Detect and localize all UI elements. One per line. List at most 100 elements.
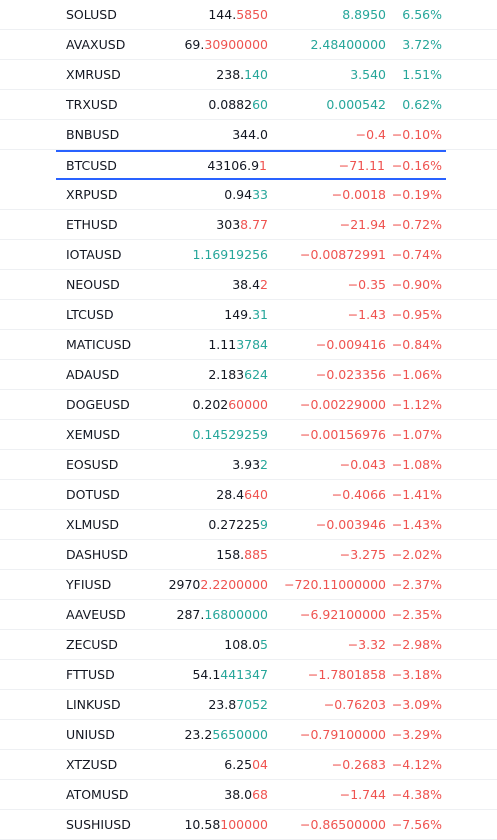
watchlist-row[interactable]: BNBUSD 344.0 −0.4 −0.10% (0, 120, 497, 150)
last-price: 10.58 100000 (184, 810, 268, 839)
watchlist-row[interactable]: UNIUSD 23.2 5650000 −0.79100000 −3.29% (0, 720, 497, 750)
watchlist-row[interactable]: FTTUSD 54.1 441347 −1.7801858 −3.18% (0, 660, 497, 690)
symbol-label: AAVEUSD (66, 607, 126, 622)
watchlist-row[interactable]: SOLUSD 144. 5850 8.8950 6.56% (0, 0, 497, 30)
change-percent: −0.84% (391, 337, 442, 352)
last-price-changed-digits: 2.2200000 (200, 577, 268, 592)
watchlist-row[interactable]: DASHUSD 158. 885 −3.275 −2.02% (0, 540, 497, 570)
change-value: −0.86500000 (299, 817, 386, 832)
last-price: 0.202 60000 (192, 390, 268, 419)
watchlist-row[interactable]: AVAXUSD 69. 30900000 2.48400000 3.72% (0, 30, 497, 60)
last-price-stable-digits: 54.1 (192, 667, 221, 682)
last-price-stable-digits: 2970 (168, 577, 201, 592)
watchlist-row[interactable]: TRXUSD 0.0882 60 0.000542 0.62% (0, 90, 497, 120)
last-price-changed-digits: 140 (244, 67, 268, 82)
change-percent: −0.95% (391, 307, 442, 322)
watchlist-row[interactable]: NEOUSD 38.4 2 −0.35 −0.90% (0, 270, 497, 300)
watchlist-row[interactable]: XLMUSD 0.27225 9 −0.003946 −1.43% (0, 510, 497, 540)
last-price-changed-digits: 5650000 (212, 727, 268, 742)
change-percent: −2.98% (391, 637, 442, 652)
last-price: 1.16919256 (192, 240, 268, 269)
symbol-label: LINKUSD (66, 697, 121, 712)
last-price: 0.27225 9 (208, 510, 268, 539)
change-percent: −1.06% (391, 367, 442, 382)
last-price-stable-digits: 0.202 (192, 397, 229, 412)
last-price-changed-digits: 60 (252, 97, 268, 112)
symbol-label: XMRUSD (66, 67, 121, 82)
symbol-label: ADAUSD (66, 367, 120, 382)
symbol-label: XTZUSD (66, 757, 118, 772)
last-price-changed-digits: 624 (244, 367, 268, 382)
last-price-stable-digits: 69. (184, 37, 205, 52)
change-value: −1.43 (347, 307, 386, 322)
watchlist-row[interactable]: XEMUSD 0.14529259 −0.00156976 −1.07% (0, 420, 497, 450)
last-price-stable-digits: 23.2 (184, 727, 213, 742)
change-value: −0.00156976 (299, 427, 386, 442)
symbol-label: YFIUSD (66, 577, 112, 592)
watchlist-row[interactable]: XMRUSD 238. 140 3.540 1.51% (0, 60, 497, 90)
last-price-changed-digits: 100000 (220, 817, 268, 832)
watchlist-row[interactable]: LINKUSD 23.8 7052 −0.76203 −3.09% (0, 690, 497, 720)
watchlist-row[interactable]: EOSUSD 3.93 2 −0.043 −1.08% (0, 450, 497, 480)
watchlist-row-selected[interactable]: BTCUSD 43106.9 1 −71.11 −0.16% (56, 150, 446, 180)
last-price-changed-digits: 1.16919256 (192, 247, 268, 262)
last-price: 238. 140 (216, 60, 268, 89)
change-value: 2.48400000 (310, 37, 386, 52)
last-price-stable-digits: 287. (176, 607, 205, 622)
change-percent: 0.62% (402, 97, 442, 112)
last-price-stable-digits: 238. (216, 67, 245, 82)
last-price: 108.0 5 (224, 630, 268, 659)
last-price: 158. 885 (216, 540, 268, 569)
change-percent: −0.16% (391, 157, 442, 173)
watchlist-row[interactable]: ETHUSD 303 8.77 −21.94 −0.72% (0, 210, 497, 240)
watchlist-row[interactable]: LTCUSD 149. 31 −1.43 −0.95% (0, 300, 497, 330)
watchlist-row[interactable]: XTZUSD 6.25 04 −0.2683 −4.12% (0, 750, 497, 780)
change-percent: −2.35% (391, 607, 442, 622)
change-value: −0.009416 (315, 337, 386, 352)
last-price-stable-digits: 3.93 (232, 457, 261, 472)
symbol-label: NEOUSD (66, 277, 120, 292)
change-value: −0.4066 (331, 487, 386, 502)
change-percent: −1.07% (391, 427, 442, 442)
last-price-changed-digits: 33 (252, 187, 268, 202)
watchlist-row[interactable]: DOGEUSD 0.202 60000 −0.00229000 −1.12% (0, 390, 497, 420)
change-percent: −1.43% (391, 517, 442, 532)
watchlist-row[interactable]: XRPUSD 0.94 33 −0.0018 −0.19% (0, 180, 497, 210)
last-price-changed-digits: 5850 (236, 7, 268, 22)
last-price-changed-digits: 9 (260, 517, 268, 532)
symbol-label: AVAXUSD (66, 37, 126, 52)
change-value: 0.000542 (326, 97, 386, 112)
change-percent: 3.72% (402, 37, 442, 52)
watchlist-row[interactable]: MATICUSD 1.11 3784 −0.009416 −0.84% (0, 330, 497, 360)
symbol-label: BNBUSD (66, 127, 120, 142)
change-percent: −4.38% (391, 787, 442, 802)
watchlist-row[interactable]: ADAUSD 2.183 624 −0.023356 −1.06% (0, 360, 497, 390)
watchlist-row[interactable]: DOTUSD 28.4 640 −0.4066 −1.41% (0, 480, 497, 510)
change-value: −0.003946 (315, 517, 386, 532)
watchlist-row[interactable]: SUSHIUSD 10.58 100000 −0.86500000 −7.56% (0, 810, 497, 840)
change-value: −0.043 (339, 457, 386, 472)
last-price-stable-digits: 144. (208, 7, 237, 22)
last-price-stable-digits: 6.25 (224, 757, 253, 772)
watchlist-row[interactable]: YFIUSD 2970 2.2200000 −720.11000000 −2.37% (0, 570, 497, 600)
last-price: 38.0 68 (224, 780, 268, 809)
watchlist-row[interactable]: ATOMUSD 38.0 68 −1.744 −4.38% (0, 780, 497, 810)
change-percent: −0.19% (391, 187, 442, 202)
watchlist-row[interactable]: IOTAUSD 1.16919256 −0.00872991 −0.74% (0, 240, 497, 270)
last-price-stable-digits: 303 (216, 217, 241, 232)
change-value: −71.11 (338, 157, 385, 173)
last-price: 38.4 2 (232, 270, 268, 299)
watchlist-row[interactable]: AAVEUSD 287. 16800000 −6.92100000 −2.35% (0, 600, 497, 630)
last-price-stable-digits: 108.0 (224, 637, 261, 652)
change-percent: −2.02% (391, 547, 442, 562)
last-price: 0.0882 60 (208, 90, 268, 119)
change-value: −0.0018 (331, 187, 386, 202)
change-value: −0.4 (355, 127, 386, 142)
last-price-changed-digits: 31 (252, 307, 268, 322)
symbol-label: EOSUSD (66, 457, 119, 472)
last-price: 287. 16800000 (177, 600, 268, 629)
symbol-label: BTCUSD (66, 157, 117, 173)
change-value: −0.79100000 (299, 727, 386, 742)
change-percent: 1.51% (402, 67, 442, 82)
watchlist-row[interactable]: ZECUSD 108.0 5 −3.32 −2.98% (0, 630, 497, 660)
